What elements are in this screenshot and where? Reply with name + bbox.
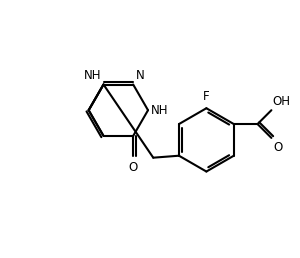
Text: O: O	[129, 161, 138, 174]
Text: F: F	[203, 90, 210, 103]
Text: O: O	[273, 141, 283, 154]
Text: OH: OH	[272, 95, 290, 108]
Text: NH: NH	[151, 104, 169, 117]
Text: NH: NH	[84, 69, 101, 82]
Text: N: N	[136, 69, 145, 82]
